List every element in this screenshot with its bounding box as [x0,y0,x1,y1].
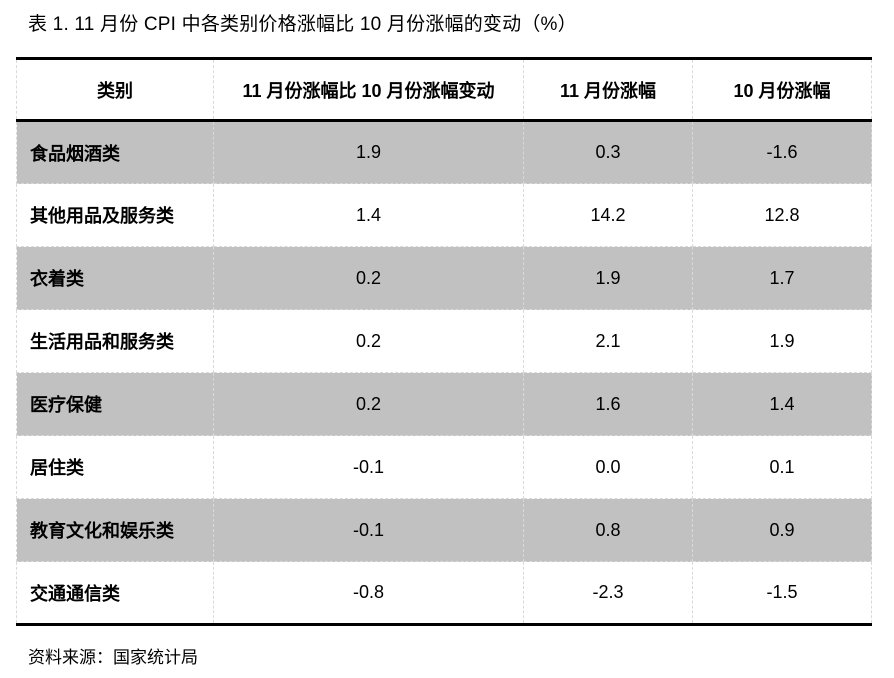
value-cell: -1.5 [692,561,872,625]
table-row: 居住类 -0.1 0.0 0.1 [16,435,872,499]
table-row: 食品烟酒类 1.9 0.3 -1.6 [16,120,872,184]
value-cell: -0.8 [213,561,524,625]
category-cell: 食品烟酒类 [16,120,214,184]
cpi-table: 类别 11 月份涨幅比 10 月份涨幅变动 11 月份涨幅 10 月份涨幅 食品… [16,57,872,626]
table-row: 生活用品和服务类 0.2 2.1 1.9 [16,309,872,373]
table-row: 交通通信类 -0.8 -2.3 -1.5 [16,561,872,625]
value-cell: 0.2 [213,309,524,373]
value-cell: 1.9 [692,309,872,373]
header-category: 类别 [16,58,214,122]
table-row: 衣着类 0.2 1.9 1.7 [16,246,872,310]
value-cell: 1.4 [692,372,872,436]
table-row: 医疗保健 0.2 1.6 1.4 [16,372,872,436]
header-row: 类别 11 月份涨幅比 10 月份涨幅变动 11 月份涨幅 10 月份涨幅 [16,58,872,122]
value-cell: 1.6 [523,372,693,436]
value-cell: 1.9 [213,120,524,184]
header-change-vs-oct: 11 月份涨幅比 10 月份涨幅变动 [213,58,524,122]
value-cell: 1.7 [692,246,872,310]
category-cell: 居住类 [16,435,214,499]
value-cell: 0.0 [523,435,693,499]
category-cell: 其他用品及服务类 [16,183,214,247]
category-cell: 医疗保健 [16,372,214,436]
value-cell: 12.8 [692,183,872,247]
category-cell: 衣着类 [16,246,214,310]
value-cell: 0.2 [213,246,524,310]
value-cell: 0.1 [692,435,872,499]
table-row: 其他用品及服务类 1.4 14.2 12.8 [16,183,872,247]
header-oct-change: 10 月份涨幅 [692,58,872,122]
value-cell: 1.9 [523,246,693,310]
source-note: 资料来源：国家统计局 [28,648,198,667]
category-cell: 交通通信类 [16,561,214,625]
table-row: 教育文化和娱乐类 -0.1 0.8 0.9 [16,498,872,562]
value-cell: -1.6 [692,120,872,184]
value-cell: 0.8 [523,498,693,562]
value-cell: 0.2 [213,372,524,436]
value-cell: -2.3 [523,561,693,625]
value-cell: 1.4 [213,183,524,247]
value-cell: 0.9 [692,498,872,562]
value-cell: -0.1 [213,435,524,499]
table-title: 表 1. 11 月份 CPI 中各类别价格涨幅比 10 月份涨幅的变动（%） [28,14,577,35]
category-cell: 教育文化和娱乐类 [16,498,214,562]
value-cell: 0.3 [523,120,693,184]
category-cell: 生活用品和服务类 [16,309,214,373]
header-nov-change: 11 月份涨幅 [523,58,693,122]
value-cell: 14.2 [523,183,693,247]
value-cell: 2.1 [523,309,693,373]
value-cell: -0.1 [213,498,524,562]
